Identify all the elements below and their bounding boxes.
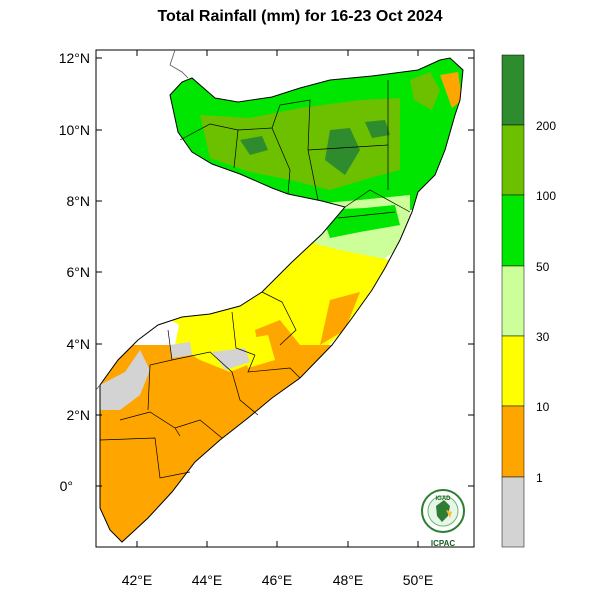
x-tick-label: 46°E [262,572,293,588]
logo-top-text: IGAD [436,496,452,502]
x-tick-label: 42°E [122,572,153,588]
colorbar-label: 100 [536,189,556,203]
country-outline [99,57,464,543]
map-title: Total Rainfall (mm) for 16-23 Oct 2024 [157,8,443,25]
x-tick-label: 48°E [333,572,364,588]
y-tick-label: 0° [60,478,73,494]
region-boundaries [99,80,411,479]
x-tick-label: 50°E [403,572,434,588]
colorbar-label: 50 [536,260,550,274]
colorbar-swatch [501,335,525,407]
colorbar-label: 10 [536,400,550,414]
x-tick-label: 44°E [192,572,223,588]
colorbar-swatch [501,405,525,478]
y-tick-label: 2°N [67,407,91,423]
colorbar-swatch [501,476,525,548]
y-tick-label: 8°N [67,193,91,209]
colorbar-swatch [501,54,525,126]
logo-bottom-text: ICPAC [431,539,456,548]
colorbar-swatch [501,265,525,337]
colorbar: 200 100 50 30 10 1 [501,54,556,548]
colorbar-swatch [501,124,525,196]
colorbar-swatch [501,194,525,267]
y-axis: 12°N 10°N 8°N 6°N 4°N 2°N 0° [59,50,474,494]
y-tick-label: 6°N [67,264,91,280]
colorbar-label: 1 [536,471,543,485]
colorbar-label: 200 [536,119,556,133]
x-axis: 42°E 44°E 46°E 48°E 50°E [122,50,434,588]
icpac-logo: IGAD ICPAC [421,489,465,548]
y-tick-label: 12°N [59,50,90,66]
y-tick-label: 10°N [59,122,90,138]
colorbar-label: 30 [536,330,550,344]
y-tick-label: 4°N [67,336,91,352]
